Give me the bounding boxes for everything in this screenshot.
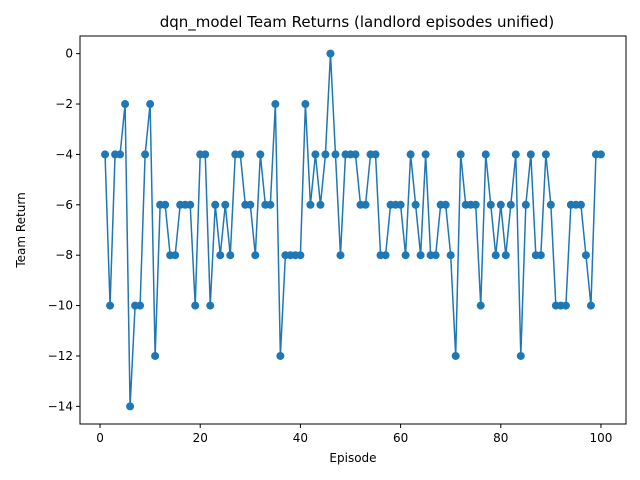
data-point (191, 301, 200, 310)
data-point (101, 150, 110, 159)
data-point (256, 150, 265, 159)
y-tick-label: −8 (55, 248, 73, 262)
x-tick-label: 80 (493, 431, 508, 445)
data-point (301, 100, 310, 109)
x-axis-label: Episode (329, 451, 376, 465)
y-tick-label: −12 (48, 349, 73, 363)
data-point (216, 251, 225, 260)
data-point (526, 150, 535, 159)
data-point (536, 251, 545, 260)
data-point (331, 150, 340, 159)
data-point (481, 150, 490, 159)
x-tick-label: 40 (293, 431, 308, 445)
data-point (146, 100, 155, 109)
data-point (276, 351, 285, 360)
data-point (311, 150, 320, 159)
data-point (396, 200, 405, 209)
data-point (476, 301, 485, 310)
data-point (401, 251, 410, 260)
data-point (186, 200, 195, 209)
x-tick-label: 100 (590, 431, 613, 445)
y-tick-label: −6 (55, 198, 73, 212)
data-point (321, 150, 330, 159)
plot-frame (79, 35, 627, 425)
data-point (246, 200, 255, 209)
data-point (351, 150, 360, 159)
data-point (411, 200, 420, 209)
y-tick-label: 0 (65, 47, 73, 61)
data-point (596, 150, 605, 159)
data-point (141, 150, 150, 159)
data-point (316, 200, 325, 209)
y-tick-label: −2 (55, 97, 73, 111)
y-tick-label: −10 (48, 299, 73, 313)
data-point (226, 251, 235, 260)
data-point (491, 251, 500, 260)
data-point (486, 200, 495, 209)
data-point (126, 402, 135, 411)
data-point (546, 200, 555, 209)
data-point (201, 150, 210, 159)
data-point (106, 301, 115, 310)
chart-title: dqn_model Team Returns (landlord episode… (160, 13, 555, 32)
data-point (361, 200, 370, 209)
data-point (561, 301, 570, 310)
data-point (151, 351, 160, 360)
data-point (371, 150, 380, 159)
x-tick-label: 0 (96, 431, 104, 445)
data-point (406, 150, 415, 159)
data-point (116, 150, 125, 159)
data-point (576, 200, 585, 209)
data-point (541, 150, 550, 159)
data-point (516, 351, 525, 360)
data-point (381, 251, 390, 260)
plot-area (101, 49, 605, 411)
data-point (456, 150, 465, 159)
x-tick-label: 60 (393, 431, 408, 445)
data-point (511, 150, 520, 159)
data-point (136, 301, 145, 310)
x-axis-ticks: 0 20 40 60 80 100 (96, 424, 612, 445)
data-point (251, 251, 260, 260)
data-point (211, 200, 220, 209)
data-point (506, 200, 515, 209)
data-point (171, 251, 180, 260)
data-point (431, 251, 440, 260)
data-point (206, 301, 215, 310)
data-point (581, 251, 590, 260)
data-point (296, 251, 305, 260)
y-axis-label: Team Return (14, 192, 28, 268)
y-tick-label: −14 (48, 399, 73, 413)
data-point (236, 150, 245, 159)
data-point (221, 200, 230, 209)
data-point (586, 301, 595, 310)
data-point (421, 150, 430, 159)
data-point (521, 200, 530, 209)
data-point (496, 200, 505, 209)
data-point (501, 251, 510, 260)
data-point (121, 100, 130, 109)
data-point (441, 200, 450, 209)
data-point (326, 49, 335, 58)
data-point (266, 200, 275, 209)
data-point (306, 200, 315, 209)
data-point (161, 200, 170, 209)
data-point (336, 251, 345, 260)
x-tick-label: 20 (193, 431, 208, 445)
data-point (416, 251, 425, 260)
y-axis-ticks: 0 −2 −4 −6 −8 −10 −12 −14 (48, 47, 80, 413)
data-point (446, 251, 455, 260)
y-tick-label: −4 (55, 147, 73, 161)
data-point (451, 351, 460, 360)
data-point (471, 200, 480, 209)
data-point (271, 100, 280, 109)
